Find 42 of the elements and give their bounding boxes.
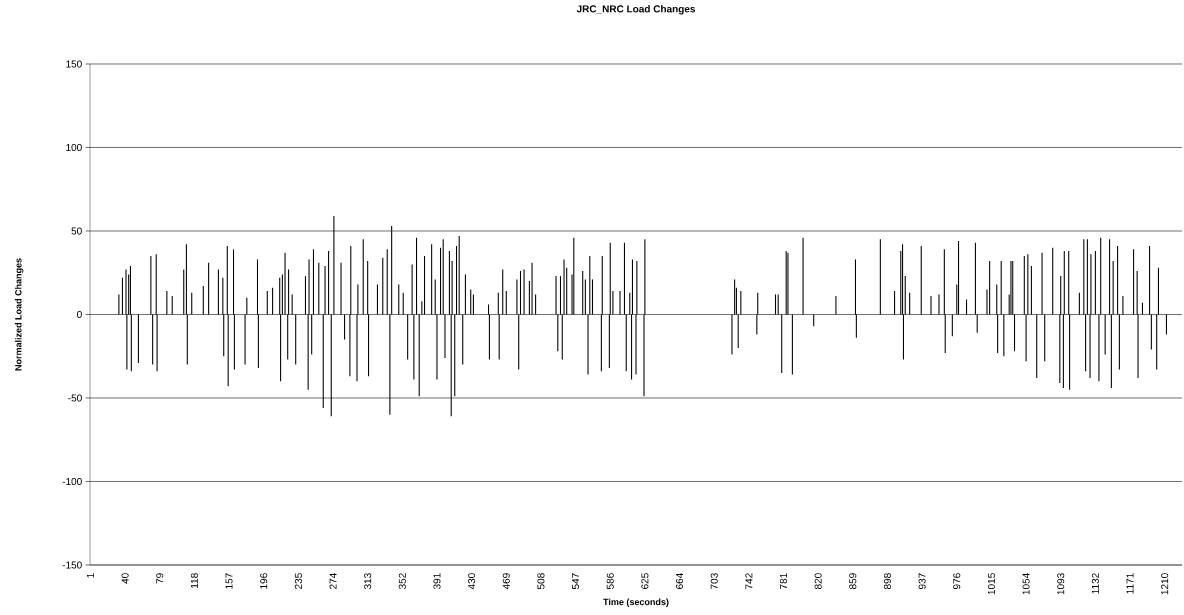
x-axis-title: Time (seconds) — [603, 598, 669, 607]
x-tick-label: 274 — [329, 573, 337, 589]
x-tick-label: 40 — [121, 573, 129, 584]
x-tick-label: 430 — [468, 573, 476, 590]
x-tick-label: 820 — [814, 573, 822, 590]
x-tick-label: 1171 — [1126, 573, 1134, 594]
x-tick-label: 703 — [710, 573, 718, 589]
x-tick-label: 391 — [433, 573, 441, 590]
x-tick-label: 742 — [745, 573, 753, 589]
x-tick-label: 898 — [883, 573, 891, 590]
y-tick-label: -150 — [62, 561, 82, 569]
x-tick-label: 235 — [294, 573, 302, 589]
x-tick-label: 1 — [87, 573, 94, 578]
x-tick-label: 157 — [225, 573, 233, 589]
y-tick-label: -100 — [62, 477, 82, 486]
x-tick-label: 469 — [502, 573, 510, 590]
x-tick-label: 586 — [606, 573, 614, 590]
x-tick-label: 196 — [260, 573, 268, 589]
x-tick-label: 352 — [398, 573, 406, 590]
x-tick-label: 1054 — [1022, 573, 1030, 595]
y-tick-label: 100 — [66, 143, 82, 152]
x-tick-label: 664 — [676, 573, 684, 589]
x-tick-label: 1093 — [1057, 573, 1065, 595]
y-tick-label: 50 — [71, 227, 82, 235]
x-tick-label: 1132 — [1091, 573, 1099, 594]
y-tick-label: 0 — [77, 310, 82, 319]
x-tick-label: 625 — [641, 573, 649, 589]
x-tick-label: 313 — [364, 573, 372, 590]
y-axis-title: Normalized Load Changes — [14, 258, 24, 371]
x-tick-label: 118 — [190, 573, 198, 588]
x-tick-label: 781 — [779, 573, 788, 589]
x-tick-label: 79 — [156, 573, 164, 584]
x-tick-label: 508 — [537, 573, 545, 590]
x-tick-label: 1015 — [987, 573, 995, 595]
x-tick-label: 937 — [918, 573, 926, 589]
x-tick-label: 1210 — [1161, 573, 1169, 595]
y-tick-label: -50 — [68, 394, 82, 402]
x-tick-label: 976 — [953, 573, 961, 589]
x-tick-label: 859 — [849, 573, 857, 590]
x-tick-label: 547 — [572, 573, 580, 590]
chart-title: JRC_NRC Load Changes — [576, 5, 696, 15]
y-tick-label: 150 — [66, 60, 82, 68]
